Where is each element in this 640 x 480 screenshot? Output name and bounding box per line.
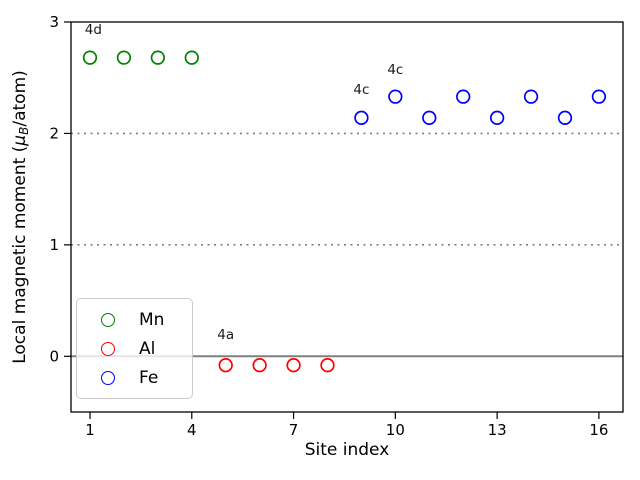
legend: Mn Al Fe (76, 298, 193, 399)
y-tick-label: 1 (49, 236, 59, 254)
legend-item-al: Al (101, 339, 192, 359)
data-point-mn (184, 50, 199, 65)
legend-label-mn: Mn (139, 309, 165, 330)
x-tick-label: 13 (488, 421, 507, 439)
data-point-al (252, 358, 267, 373)
data-point-fe (354, 110, 369, 125)
x-tick-label: 1 (85, 421, 95, 439)
data-point-fe (422, 110, 437, 125)
y-tick-label: 0 (49, 347, 59, 365)
data-point-fe (456, 89, 471, 104)
legend-item-mn: Mn (101, 310, 192, 330)
axes-spines (70, 21, 624, 413)
data-point-al (286, 358, 301, 373)
data-point-fe (523, 89, 539, 104)
y-tick-label: 2 (49, 124, 59, 142)
data-point-fe (388, 89, 403, 104)
data-point-mn (116, 50, 132, 65)
x-tick-label: 4 (187, 421, 197, 439)
data-point-fe (557, 110, 573, 125)
legend-label-fe: Fe (139, 367, 159, 388)
y-axis-label: Local magnetic moment (μB/atom) (7, 17, 33, 417)
x-tick-label: 7 (289, 421, 299, 439)
y-axis-label-prefix: Local magnetic moment ( (10, 145, 30, 364)
legend-label-al: Al (139, 338, 156, 359)
annotation-4a: 4a (217, 327, 234, 343)
y-axis-label-suffix: /atom) (10, 70, 30, 127)
legend-item-fe: Fe (101, 368, 192, 388)
data-point-fe (489, 110, 505, 125)
data-point-al (320, 358, 335, 373)
data-point-mn (82, 50, 98, 65)
mn-marker-icon (101, 312, 115, 327)
x-axis-label: Site index (304, 440, 390, 460)
al-marker-icon (101, 341, 115, 356)
mu-subscript: B (17, 126, 31, 135)
annotation-4d: 4d (85, 22, 102, 38)
x-tick-label: 16 (589, 421, 608, 439)
fe-marker-icon (101, 370, 115, 385)
data-point-mn (150, 50, 166, 65)
mu-symbol: μ (10, 134, 30, 146)
x-tick-label: 10 (386, 421, 405, 439)
y-tick-label: 3 (49, 13, 59, 31)
annotation-4c: 4c (353, 82, 369, 98)
annotation-4c: 4c (387, 62, 403, 78)
data-point-al (218, 358, 233, 373)
data-point-fe (591, 89, 607, 104)
